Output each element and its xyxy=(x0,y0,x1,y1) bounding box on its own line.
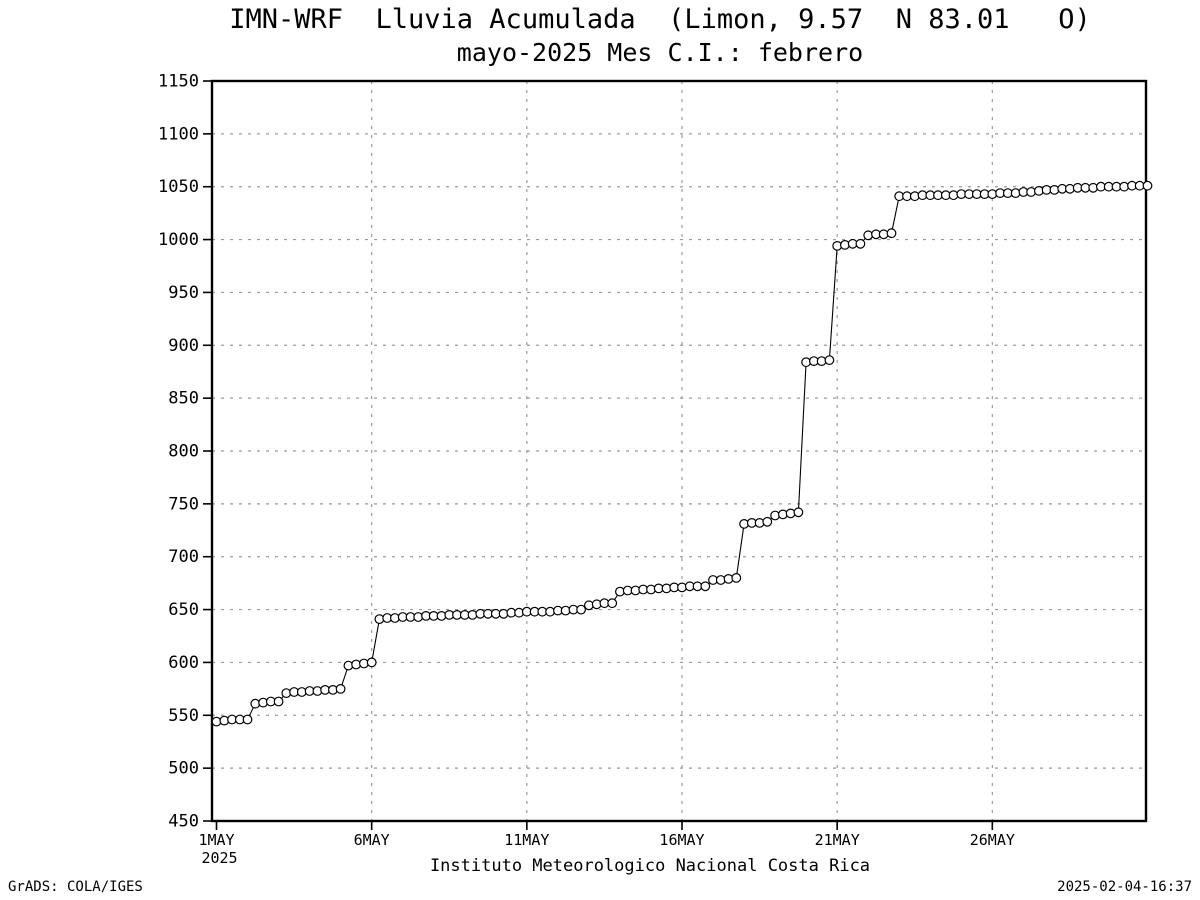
data-point-marker xyxy=(824,355,835,366)
data-point-marker xyxy=(770,510,780,521)
data-point-marker xyxy=(366,657,377,668)
data-point-marker xyxy=(855,238,866,249)
data-point-marker xyxy=(335,684,346,694)
y-tick-label: 700 xyxy=(168,547,199,567)
y-tick-label: 650 xyxy=(168,600,199,620)
data-point-marker xyxy=(840,239,850,250)
data-point-marker xyxy=(1049,184,1060,195)
y-tick-label: 850 xyxy=(168,389,199,409)
data-point-marker xyxy=(878,229,889,240)
y-tick-label: 1150 xyxy=(158,72,199,92)
y-tick-label: 600 xyxy=(168,653,199,673)
y-tick-label: 800 xyxy=(168,442,199,462)
x-tick-label: 21MAY xyxy=(815,831,860,849)
footer-caption: Instituto Meteorologico Nacional Costa R… xyxy=(429,856,871,876)
y-tick-label: 500 xyxy=(168,759,199,779)
grads-credit: GrADS: COLA/IGES xyxy=(8,879,143,895)
data-point-marker xyxy=(615,586,625,597)
x-tick-label: 16MAY xyxy=(659,831,704,849)
data-point-marker xyxy=(607,598,618,609)
chart-title: IMN-WRF Lluvia Acumulada (Limon, 9.57 N … xyxy=(229,4,1091,35)
data-point-marker xyxy=(1026,187,1036,197)
data-point-marker xyxy=(1142,180,1153,191)
data-point-marker xyxy=(1010,188,1021,199)
x-tick-label: 26MAY xyxy=(970,831,1015,849)
data-point-marker xyxy=(793,507,804,518)
chart-subtitle: mayo-2025 Mes C.I.: febrero xyxy=(456,38,864,67)
data-point-marker xyxy=(700,581,711,592)
data-point-marker xyxy=(359,658,369,669)
x-tick-sublabel: 2025 xyxy=(201,849,237,867)
data-point-marker xyxy=(948,190,959,201)
data-point-marker xyxy=(785,508,796,519)
x-tick-label: 11MAY xyxy=(504,831,549,849)
y-tick-label: 750 xyxy=(168,494,199,514)
y-tick-label: 550 xyxy=(168,706,199,726)
y-tick-label: 1050 xyxy=(158,177,199,197)
y-tick-label: 1000 xyxy=(158,230,199,250)
y-tick-label: 450 xyxy=(168,812,199,832)
y-tick-label: 950 xyxy=(168,283,199,303)
data-point-marker xyxy=(281,688,292,698)
x-tick-label: 1MAY xyxy=(198,831,234,849)
data-point-marker xyxy=(545,606,555,617)
data-point-marker xyxy=(413,612,424,622)
data-point-marker xyxy=(467,610,478,620)
y-tick-label: 900 xyxy=(168,336,199,356)
data-point-marker xyxy=(762,516,773,527)
y-tick-label: 1100 xyxy=(158,124,199,144)
data-point-marker xyxy=(374,614,385,624)
data-point-marker xyxy=(731,573,742,583)
data-point-marker xyxy=(801,357,811,368)
data-point-marker xyxy=(886,228,897,239)
data-point-marker xyxy=(576,604,586,615)
x-tick-label: 6MAY xyxy=(354,831,390,849)
data-point-marker xyxy=(242,714,253,725)
data-point-marker xyxy=(677,582,687,593)
data-point-marker xyxy=(273,696,284,707)
data-point-marker xyxy=(250,698,261,709)
generation-timestamp: 2025-02-04-16:37 xyxy=(1057,879,1192,895)
